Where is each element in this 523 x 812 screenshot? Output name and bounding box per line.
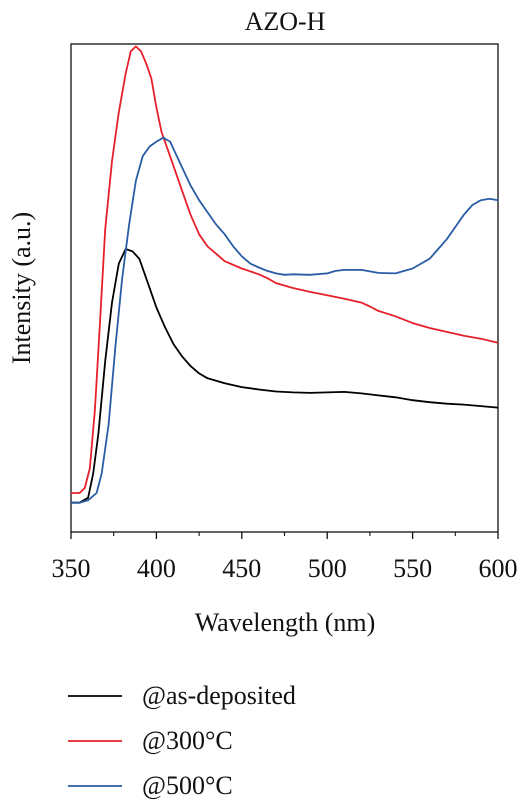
series-line-2 bbox=[71, 136, 499, 504]
plot-frame bbox=[70, 43, 499, 533]
legend-label-1: @300°C bbox=[142, 726, 233, 755]
x-tick-label-2: 450 bbox=[222, 554, 261, 583]
x-tick-label-0: 350 bbox=[52, 554, 91, 583]
x-tick-label-4: 550 bbox=[393, 554, 432, 583]
x-axis-ticks: 350 400 450 500 550 600 bbox=[52, 532, 518, 583]
x-tick-label-3: 500 bbox=[308, 554, 347, 583]
y-axis-label: Intensity (a.u.) bbox=[7, 212, 36, 364]
x-tick-label-5: 600 bbox=[479, 554, 518, 583]
series-line-0 bbox=[71, 248, 499, 504]
x-tick-label-1: 400 bbox=[137, 554, 176, 583]
legend-label-0: @as-deposited bbox=[142, 681, 296, 710]
legend: @as-deposited @300°C @500°C bbox=[68, 681, 296, 800]
series-line-1 bbox=[71, 45, 499, 494]
chart-title: AZO-H bbox=[245, 7, 326, 36]
x-axis-label: Wavelength (nm) bbox=[195, 608, 376, 637]
curves bbox=[71, 45, 499, 504]
legend-label-2: @500°C bbox=[142, 771, 233, 800]
